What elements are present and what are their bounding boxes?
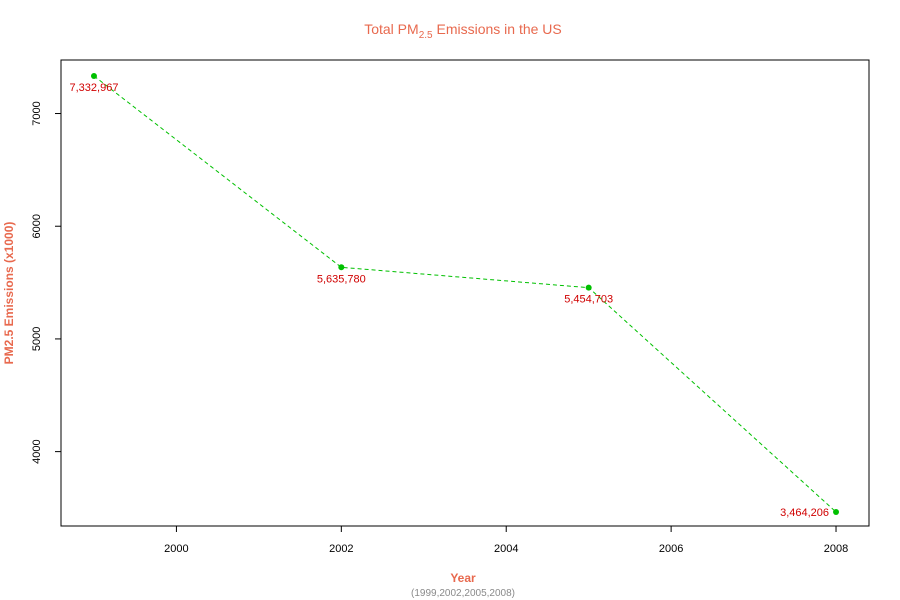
data-point	[833, 509, 840, 516]
x-tick-label: 2002	[329, 543, 353, 555]
data-label: 5,635,780	[317, 273, 366, 285]
y-tick-label: 6000	[31, 214, 43, 238]
series-layer: 7,332,967 5,635,780 5,454,703 3,464,206	[70, 73, 840, 519]
data-label: 7,332,967	[70, 82, 119, 94]
x-axis-title: Year	[450, 571, 476, 585]
y-tick-label: 5000	[31, 327, 43, 351]
y-axis-title: PM2.5 Emissions (x1000)	[2, 222, 16, 365]
x-axis: 2000 2002 2004 2006 2008	[164, 526, 848, 555]
data-label: 5,454,703	[564, 294, 613, 306]
y-axis: 4000 5000 6000 7000	[31, 101, 61, 464]
y-tick-label: 7000	[31, 101, 43, 125]
data-point	[338, 264, 345, 271]
x-tick-label: 2006	[659, 543, 683, 555]
x-axis-note: (1999,2002,2005,2008)	[411, 588, 515, 599]
y-tick-label: 4000	[31, 439, 43, 463]
plot-area-frame	[60, 59, 870, 527]
data-label: 3,464,206	[780, 507, 829, 519]
data-point	[585, 284, 592, 291]
x-tick-label: 2008	[824, 543, 848, 555]
x-tick-label: 2000	[164, 543, 188, 555]
series-line	[93, 75, 837, 513]
x-tick-label: 2004	[494, 543, 518, 555]
data-point	[90, 73, 97, 80]
chart-title: Total PM2.5 Emissions in the US	[364, 21, 562, 41]
